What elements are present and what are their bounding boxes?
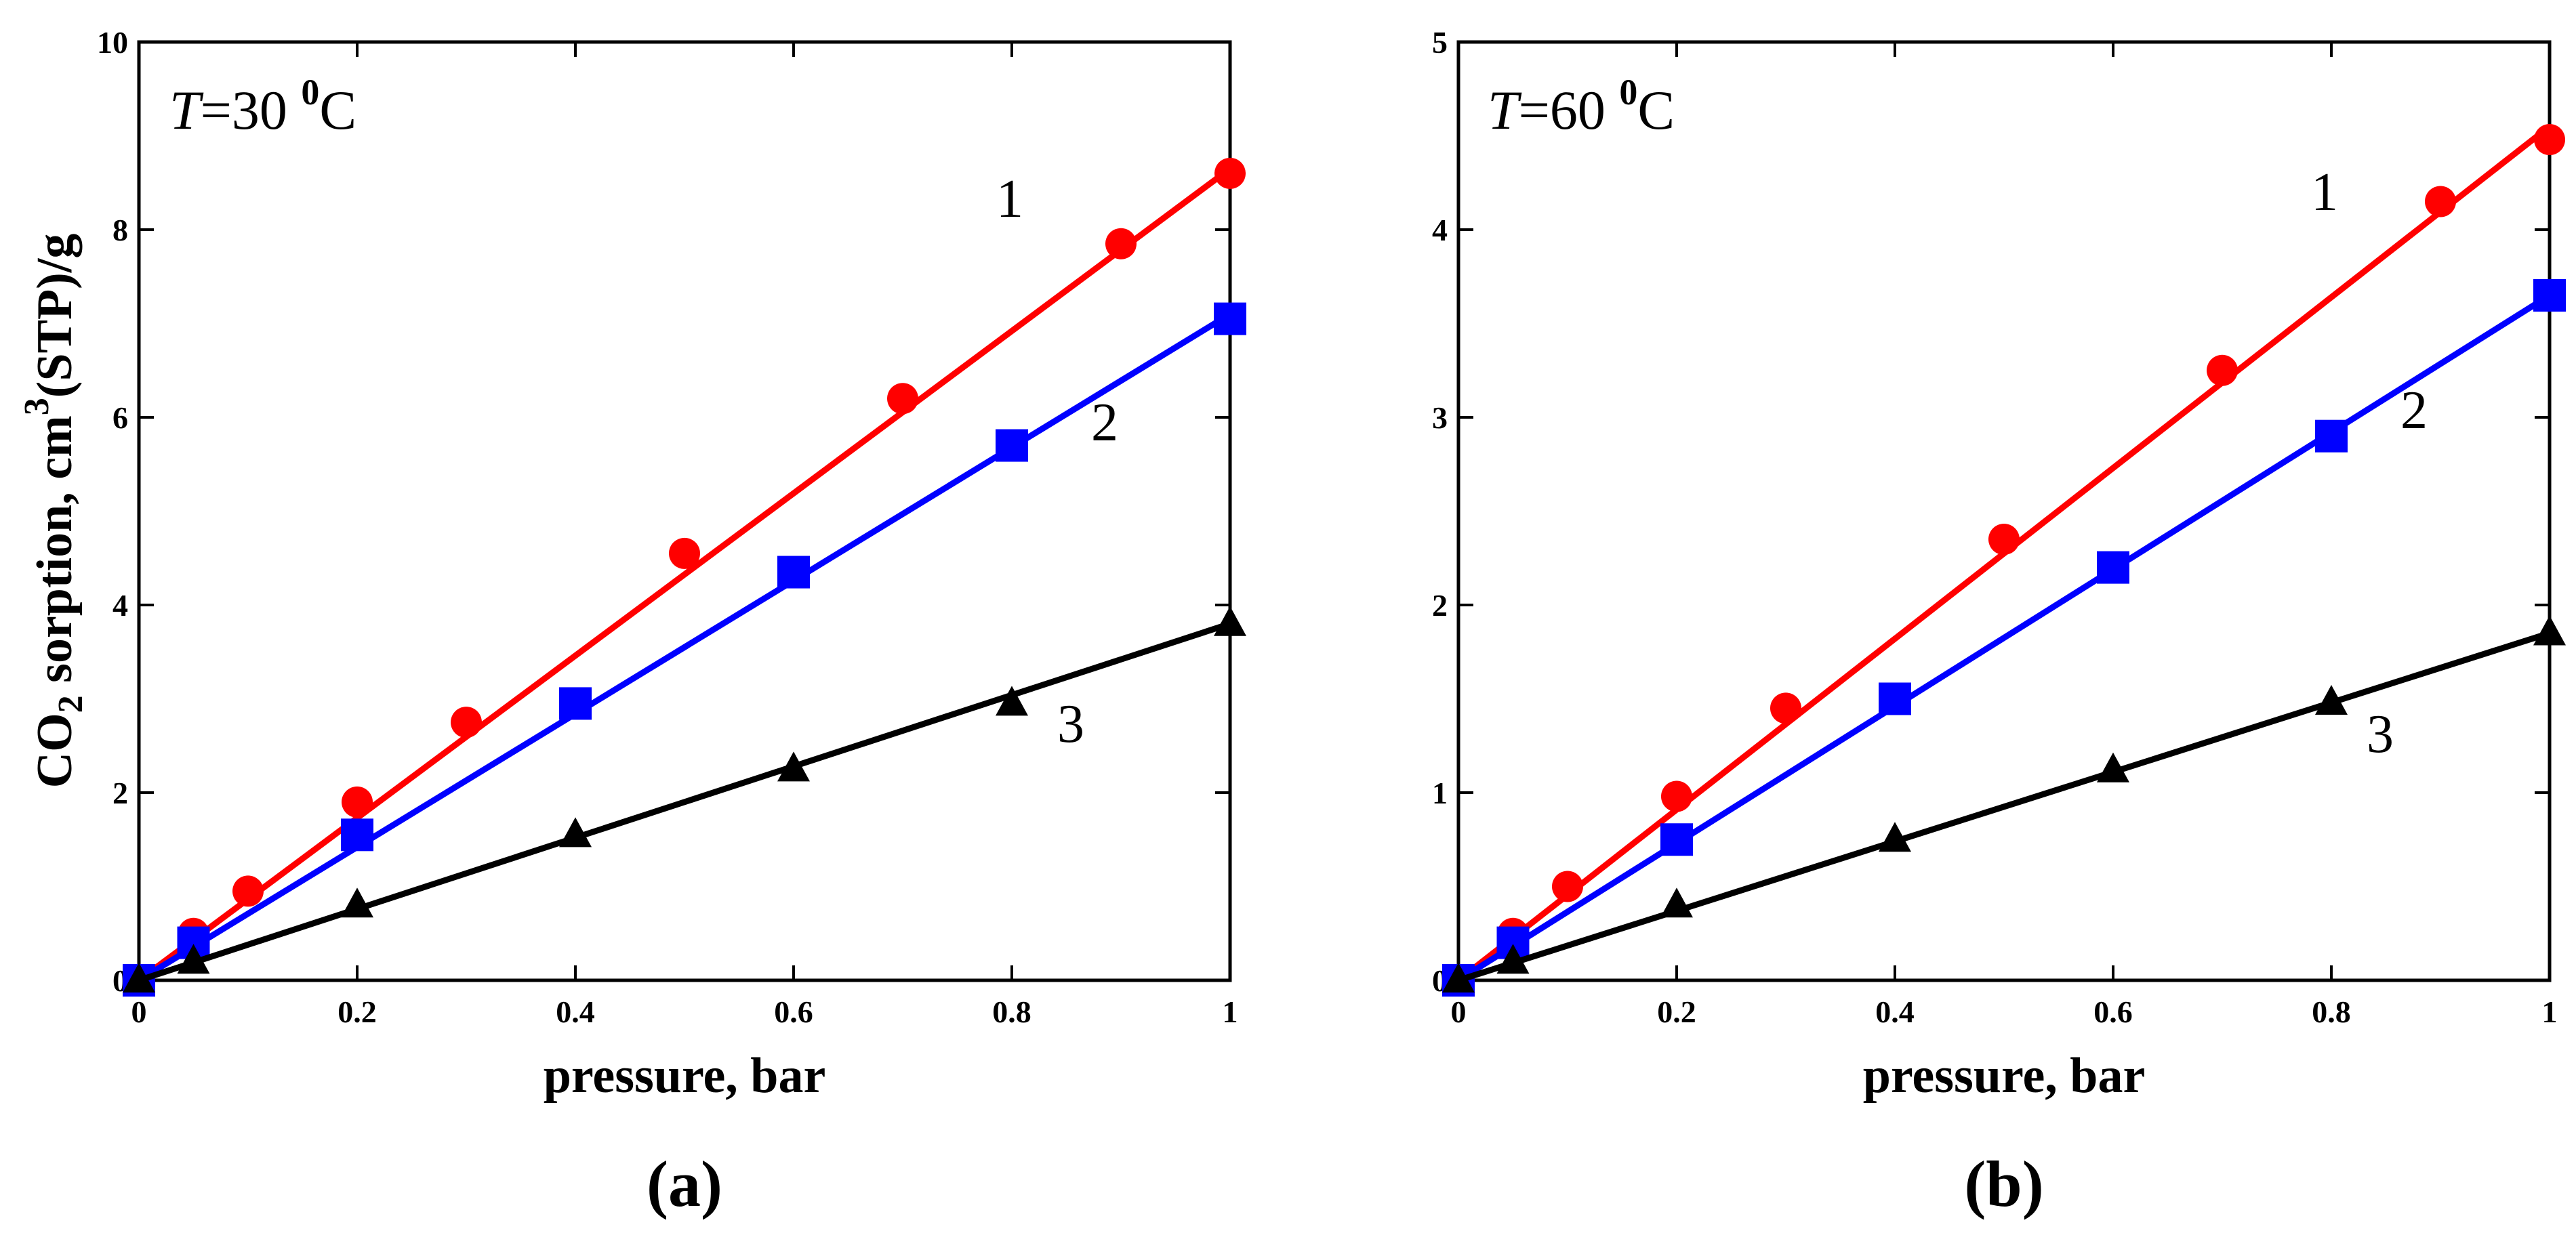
data-point-series-1-a bbox=[1214, 157, 1246, 189]
fit-line-series-3-a bbox=[138, 621, 1231, 984]
y-tick-label-b: 4 bbox=[1432, 213, 1448, 247]
data-point-series-3-a bbox=[177, 944, 210, 974]
y-tick-label-a: 10 bbox=[97, 25, 128, 60]
x-tick-label-b: 0.4 bbox=[1875, 995, 1915, 1029]
x-tick-label-b: 0.6 bbox=[2093, 995, 2133, 1029]
data-point-series-1-a bbox=[887, 383, 918, 415]
data-point-series-1-b bbox=[1552, 871, 1583, 902]
data-point-series-3-a bbox=[559, 817, 592, 848]
fit-line-series-2-b bbox=[1456, 293, 2552, 983]
curve-label-3-b: 3 bbox=[2367, 705, 2394, 764]
y-tick-label-a: 6 bbox=[113, 400, 128, 435]
data-point-series-3-b bbox=[1879, 822, 1911, 852]
plot-frame-a bbox=[137, 40, 1232, 982]
x-tick-label-a: 0.8 bbox=[992, 995, 1031, 1029]
data-point-series-2-a bbox=[559, 687, 592, 720]
curve-label-3-a: 3 bbox=[1057, 694, 1084, 754]
y-tick-label-b: 3 bbox=[1432, 400, 1448, 435]
x-tick-label-b: 0.8 bbox=[2312, 995, 2351, 1029]
data-point-series-3-b bbox=[1660, 887, 1693, 918]
temperature-annotation-b: T=60 0C bbox=[1488, 72, 1675, 141]
data-point-series-1-b bbox=[2425, 186, 2456, 217]
y-tick-label-b: 2 bbox=[1432, 588, 1448, 623]
data-point-series-1-b bbox=[2534, 124, 2565, 156]
panel-label-a: (a) bbox=[647, 1148, 722, 1220]
x-tick-label-a: 0 bbox=[131, 995, 147, 1029]
temperature-annotation-a: T=30 0C bbox=[169, 72, 356, 141]
data-point-series-2-a bbox=[1214, 302, 1246, 335]
data-point-series-3-b bbox=[2533, 615, 2566, 646]
x-axis-label-a: pressure, bar bbox=[544, 1048, 826, 1104]
data-point-series-2-b bbox=[1879, 682, 1911, 715]
x-tick-label-a: 0.4 bbox=[556, 995, 595, 1029]
curve-label-1-b: 1 bbox=[2311, 163, 2338, 222]
fit-line-series-2-a bbox=[137, 311, 1232, 983]
data-point-series-3-b bbox=[1496, 944, 1530, 974]
data-point-series-1-b bbox=[1988, 524, 2020, 556]
curve-label-2-b: 2 bbox=[2400, 381, 2428, 440]
y-tick-label-b: 5 bbox=[1432, 25, 1448, 60]
y-tick-label-b: 1 bbox=[1432, 776, 1448, 810]
data-point-series-2-b bbox=[2097, 551, 2129, 584]
x-tick-label-a: 1 bbox=[1223, 995, 1238, 1029]
data-point-series-1-b bbox=[1770, 692, 1801, 724]
data-point-series-3-a bbox=[996, 686, 1028, 716]
x-tick-label-b: 0 bbox=[1451, 995, 1467, 1029]
y-tick-label-a: 2 bbox=[113, 776, 128, 810]
data-point-series-1-b bbox=[2207, 354, 2238, 386]
x-tick-label-b: 1 bbox=[2542, 995, 2558, 1029]
panel-label-b: (b) bbox=[1964, 1148, 2043, 1220]
x-tick-label-a: 0.6 bbox=[774, 995, 813, 1029]
curve-label-1-a: 1 bbox=[996, 169, 1023, 229]
data-point-series-2-b bbox=[2533, 278, 2566, 312]
data-point-series-1-a bbox=[1105, 228, 1137, 259]
curve-label-2-a: 2 bbox=[1091, 393, 1118, 453]
fit-line-series-1-a bbox=[137, 166, 1232, 983]
x-axis-label-b: pressure, bar bbox=[1863, 1048, 2146, 1104]
data-point-series-1-a bbox=[232, 875, 264, 907]
data-point-series-3-b bbox=[1442, 963, 1475, 992]
data-point-series-2-a bbox=[777, 556, 810, 589]
y-axis-label-a: CO2 sorption, cm3(STP)/g bbox=[18, 234, 90, 789]
data-point-series-2-a bbox=[341, 818, 373, 852]
data-point-series-3-a bbox=[777, 751, 810, 782]
data-point-series-3-a bbox=[341, 887, 373, 918]
data-point-series-1-a bbox=[669, 537, 700, 569]
data-point-series-2-a bbox=[996, 429, 1028, 462]
data-point-series-3-a bbox=[123, 963, 155, 992]
data-point-series-3-b bbox=[2097, 752, 2129, 782]
y-tick-label-a: 8 bbox=[113, 213, 128, 247]
y-tick-label-a: 4 bbox=[113, 588, 128, 623]
data-point-series-3-a bbox=[1214, 606, 1246, 636]
x-tick-label-a: 0.2 bbox=[338, 995, 377, 1029]
data-point-series-1-a bbox=[342, 786, 373, 818]
data-point-series-3-b bbox=[2315, 685, 2348, 715]
data-point-series-1-b bbox=[1661, 780, 1692, 812]
data-point-series-2-b bbox=[1660, 823, 1693, 856]
x-tick-label-b: 0.2 bbox=[1657, 995, 1696, 1029]
data-point-series-2-b bbox=[2315, 419, 2348, 453]
data-point-series-1-a bbox=[451, 707, 482, 738]
plot-frame-b bbox=[1456, 40, 2552, 982]
fit-line-series-3-b bbox=[1457, 630, 2551, 984]
